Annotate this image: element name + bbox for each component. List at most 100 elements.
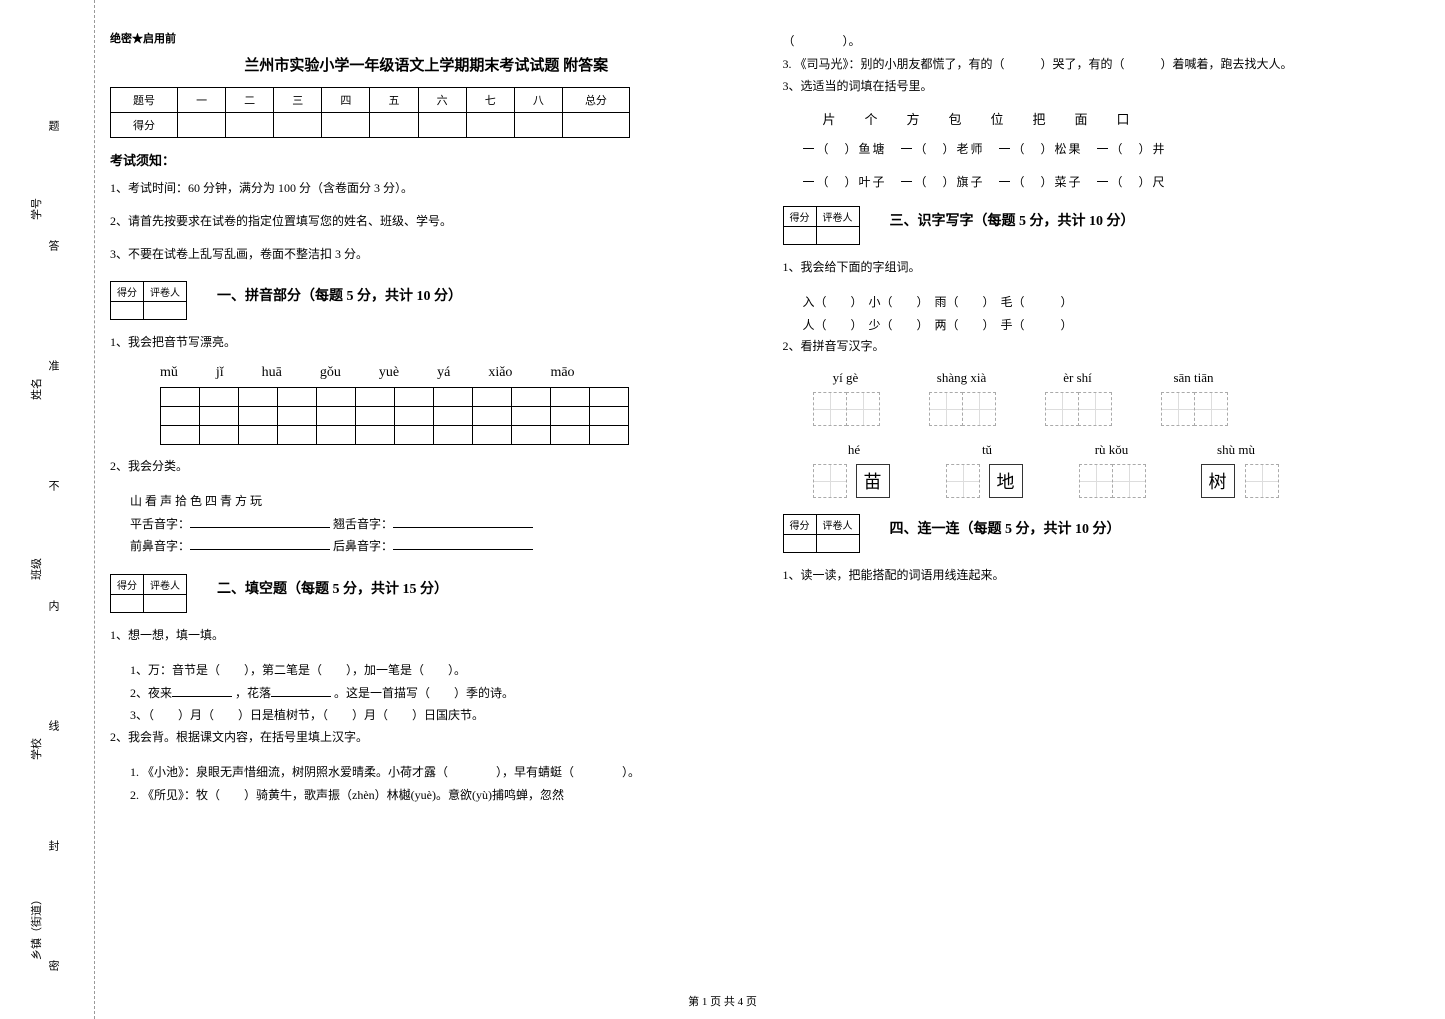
grid-boxes: [1045, 392, 1111, 426]
tian-box: [1078, 392, 1112, 426]
tian-box: [1245, 464, 1279, 498]
write-box: [394, 406, 434, 426]
binding-label-school: 学校: [28, 738, 44, 760]
section-2-title: 二、填空题（每题 5 分，共计 15 分）: [217, 578, 448, 598]
col-3: 三: [274, 88, 322, 113]
instruction-2: 2、请首先按要求在试卷的指定位置填写您的姓名、班级、学号。: [110, 212, 743, 231]
side-note-7: 题: [45, 120, 61, 131]
binding-label-name: 姓名: [28, 378, 44, 400]
pinyin-3: gǒu: [320, 365, 341, 381]
write-box: [394, 387, 434, 407]
score-box-left: 得分: [111, 575, 144, 595]
s3-q1: 1、我会给下面的字组词。: [783, 257, 1416, 279]
s2-q2-3: 3. 《司马光》：别的小朋友都慌了，有的（ ）哭了，有的（ ）着喊着，跑去找大人…: [783, 53, 1416, 76]
s2-q1-1: 1、万：音节是（ ），第二笔是（ ），加一笔是（ ）。: [130, 659, 743, 682]
pinyin-6: xiǎo: [488, 365, 512, 381]
blank: [172, 683, 232, 697]
pinyin-5: yá: [437, 365, 450, 381]
score-table-score-row: 得分: [111, 113, 630, 138]
mixed-boxes: 苗: [813, 464, 896, 498]
write-box: [160, 406, 200, 426]
score-box-blank: [783, 534, 816, 552]
cell: [418, 113, 466, 138]
s1-q2-line1: 平舌音字： 翘舌音字：: [130, 513, 743, 536]
col-7: 七: [466, 88, 514, 113]
tian-box: [946, 464, 980, 498]
grid-pinyin: yí gè: [833, 370, 859, 386]
write-box: [277, 406, 317, 426]
write-box: [550, 387, 590, 407]
tian-box: [1161, 392, 1195, 426]
pinyin-4: yuè: [379, 365, 399, 381]
write-box: [433, 387, 473, 407]
score-box-blank: [816, 227, 859, 245]
s2-q1-2b: ，花落: [235, 686, 271, 700]
cell: [562, 113, 629, 138]
side-note-5: 准: [45, 360, 61, 371]
exam-title: 兰州市实验小学一年级语文上学期期末考试试题 附答案: [110, 54, 743, 75]
grid-pinyin: èr shí: [1063, 370, 1092, 386]
grid-group: rù kǒu: [1079, 442, 1145, 498]
s2-q1-2: 2、夜来 ，花落 。这是一首描写（ ）季的诗。: [130, 682, 743, 705]
cell: [178, 113, 226, 138]
score-box-blank: [111, 301, 144, 319]
s1-q2-l2b: 后鼻音字：: [333, 539, 393, 553]
write-box-row: [160, 406, 743, 425]
pinyin-0: mǔ: [160, 365, 178, 381]
row-label-qnum: 题号: [111, 88, 178, 113]
char-box: 地: [989, 464, 1023, 498]
score-box-blank: [111, 595, 144, 613]
s2-q1-3: 3、（ ）月（ ）日是植树节，（ ）月（ ）日国庆节。: [130, 704, 743, 727]
char-grid-row-1: yí gè shàng xià èr shí sān tiān: [813, 370, 1416, 426]
score-box: 得分评卷人: [110, 574, 187, 613]
write-box: [472, 387, 512, 407]
grid-pinyin: shù mù: [1217, 442, 1255, 458]
write-box: [277, 387, 317, 407]
right-column: （ ）。 3. 《司马光》：别的小朋友都慌了，有的（ ）哭了，有的（ ）着喊着，…: [783, 30, 1416, 806]
s2-q3-row2: 一（ ）叶子 一（ ）旗子 一（ ）菜子 一（ ）尺: [803, 173, 1416, 190]
cell: [514, 113, 562, 138]
write-box: [277, 425, 317, 445]
blank: [190, 514, 330, 528]
write-box: [511, 387, 551, 407]
grid-boxes: [813, 392, 879, 426]
s1-q2-l1a: 平舌音字：: [130, 517, 190, 531]
score-box: 得分评卷人: [110, 281, 187, 320]
section-4-header: 得分评卷人 四、连一连（每题 5 分，共计 10 分）: [783, 514, 1416, 553]
cell: [226, 113, 274, 138]
s1-q1: 1、我会把音节写漂亮。: [110, 332, 743, 354]
write-box: [433, 406, 473, 426]
s3-q1-row1: 入（ ） 小（ ） 雨（ ） 毛（ ）: [803, 291, 1416, 314]
score-box-left: 得分: [783, 207, 816, 227]
write-boxes: [160, 387, 743, 444]
tian-box: [1079, 464, 1113, 498]
s1-q2-l1b: 翘舌音字：: [333, 517, 393, 531]
section-3-title: 三、识字写字（每题 5 分，共计 10 分）: [890, 210, 1135, 230]
page-container: 绝密★启用前 兰州市实验小学一年级语文上学期期末考试试题 附答案 题号 一 二 …: [0, 0, 1445, 806]
grid-boxes: [1161, 392, 1227, 426]
grid-group: yí gè: [813, 370, 879, 426]
page-footer: 第 1 页 共 4 页: [0, 993, 1445, 1009]
write-box: [316, 425, 356, 445]
write-box: [160, 387, 200, 407]
side-note-6: 答: [45, 240, 61, 251]
binding-label-id: 学号: [28, 198, 44, 220]
write-box: [550, 425, 590, 445]
s3-q1-row2: 人（ ） 少（ ） 两（ ） 手（ ）: [803, 314, 1416, 337]
grid-group: sān tiān: [1161, 370, 1227, 426]
col-5: 五: [370, 88, 418, 113]
grid-pinyin: sān tiān: [1173, 370, 1213, 386]
col-2: 二: [226, 88, 274, 113]
score-box-blank: [144, 595, 187, 613]
tian-box: [813, 464, 847, 498]
score-box: 得分评卷人: [783, 206, 860, 245]
tian-box: [846, 392, 880, 426]
write-box: [238, 406, 278, 426]
mixed-boxes: 地: [946, 464, 1029, 498]
tian-box: [962, 392, 996, 426]
grid-pinyin: rù kǒu: [1095, 442, 1129, 458]
write-box-row: [160, 425, 743, 444]
write-box: [511, 406, 551, 426]
score-box-blank: [816, 534, 859, 552]
grid-group: tǔ 地: [946, 442, 1029, 498]
